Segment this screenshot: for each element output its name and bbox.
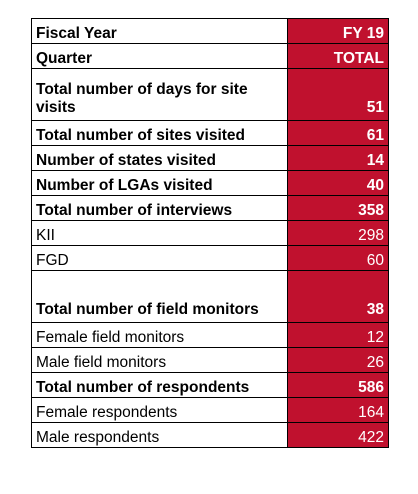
row-value: 60 bbox=[287, 245, 389, 271]
table-row: Number of states visited 14 bbox=[31, 145, 389, 171]
row-label: Quarter bbox=[31, 43, 288, 69]
row-label: Total number of respondents bbox=[31, 372, 288, 398]
row-label: KII bbox=[31, 220, 288, 246]
row-value: 298 bbox=[287, 220, 389, 246]
row-label: Total number of sites visited bbox=[31, 120, 288, 146]
row-label: Total number of field monitors bbox=[31, 270, 288, 323]
row-label: Female field monitors bbox=[31, 322, 288, 348]
row-value: 586 bbox=[287, 372, 389, 398]
row-value: 164 bbox=[287, 397, 389, 423]
row-label: Total number of days for site visits bbox=[31, 68, 288, 121]
table-row: Number of LGAs visited 40 bbox=[31, 170, 389, 196]
row-value: 26 bbox=[287, 347, 389, 373]
table-row: Fiscal Year FY 19 bbox=[31, 18, 389, 44]
row-value: 14 bbox=[287, 145, 389, 171]
row-value: 358 bbox=[287, 195, 389, 221]
row-label: Male respondents bbox=[31, 422, 288, 448]
table-row: Total number of days for site visits 51 bbox=[31, 68, 389, 121]
row-label: Number of LGAs visited bbox=[31, 170, 288, 196]
table-row: Female respondents 164 bbox=[31, 397, 389, 423]
table-row: KII 298 bbox=[31, 220, 389, 246]
row-value: TOTAL bbox=[287, 43, 389, 69]
row-value: 40 bbox=[287, 170, 389, 196]
fiscal-summary-table: Fiscal Year FY 19 Quarter TOTAL Total nu… bbox=[31, 18, 389, 448]
row-label: Fiscal Year bbox=[31, 18, 288, 44]
row-label: FGD bbox=[31, 245, 288, 271]
table-row: Total number of respondents 586 bbox=[31, 372, 389, 398]
table-row: Total number of interviews 358 bbox=[31, 195, 389, 221]
table-row: Male respondents 422 bbox=[31, 422, 389, 448]
row-value: FY 19 bbox=[287, 18, 389, 44]
table-row: Male field monitors 26 bbox=[31, 347, 389, 373]
table-row: Female field monitors 12 bbox=[31, 322, 389, 348]
row-value: 51 bbox=[287, 68, 389, 121]
row-value: 38 bbox=[287, 270, 389, 323]
row-value: 61 bbox=[287, 120, 389, 146]
row-value: 12 bbox=[287, 322, 389, 348]
row-label: Number of states visited bbox=[31, 145, 288, 171]
row-label: Male field monitors bbox=[31, 347, 288, 373]
table-row: Quarter TOTAL bbox=[31, 43, 389, 69]
table-row: Total number of sites visited 61 bbox=[31, 120, 389, 146]
row-label: Total number of interviews bbox=[31, 195, 288, 221]
table-row: Total number of field monitors 38 bbox=[31, 270, 389, 323]
row-label: Female respondents bbox=[31, 397, 288, 423]
row-value: 422 bbox=[287, 422, 389, 448]
table-row: FGD 60 bbox=[31, 245, 389, 271]
